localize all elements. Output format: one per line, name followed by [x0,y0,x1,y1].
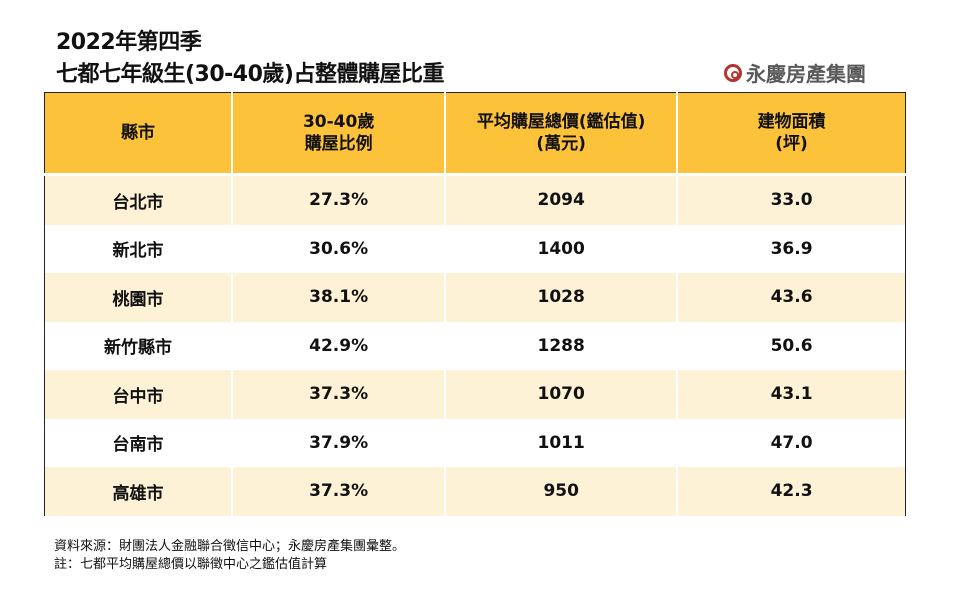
table-row: 台中市 37.3% 1070 43.1 [44,370,906,419]
table-cell: 47.0 [676,418,906,467]
table-cell: 新北市 [44,224,234,273]
table-cell: 37.3% [231,467,447,516]
logo-icon [724,63,742,82]
column-header: 30-40歲 購屋比例 [231,92,447,176]
column-header: 縣市 [44,92,234,176]
column-header-line2: 購屋比例 [304,134,373,154]
table-cell: 1288 [444,321,679,370]
table-cell: 27.3% [231,174,447,225]
column-header: 平均購屋總價(鑑估值) (萬元) [444,92,679,176]
table-cell: 30.6% [231,224,447,273]
table-cell: 新竹縣市 [44,321,234,370]
title-line-2: 七都七年級生(30-40歲)占整體購屋比重 [56,62,444,87]
footnote: 註：七都平均購屋總價以聯徵中心之鑑估值計算 [54,557,328,572]
table-row: 新北市 30.6% 1400 36.9 [44,224,906,273]
column-header-line2: (萬元) [536,134,586,154]
table-cell: 1400 [444,224,679,273]
column-header-line1: 建物面積 [757,112,826,132]
title-line-1: 2022年第四季 [56,30,202,55]
table-cell: 33.0 [676,174,906,225]
table-cell: 1028 [444,273,679,322]
column-header-line2: (坪) [775,134,808,154]
logo: 永慶房產集團 [724,58,866,87]
table-cell: 37.3% [231,370,447,419]
logo-text: 永慶房產集團 [746,62,866,86]
source-note: 資料來源：財團法人金融聯合徵信中心；永慶房產集團彙整。 [54,539,406,554]
column-header-line1: 30-40歲 [302,112,375,132]
table-row: 桃園市 38.1% 1028 43.6 [44,273,906,322]
table-row: 高雄市 37.3% 950 42.3 [44,467,906,516]
table-row: 台南市 37.9% 1011 47.0 [44,418,906,467]
table-cell: 高雄市 [44,467,234,516]
table-cell: 台北市 [44,174,234,225]
table-cell: 台中市 [44,370,234,419]
notes: 資料來源：財團法人金融聯合徵信中心；永慶房產集團彙整。 註：七都平均購屋總價以聯… [54,538,405,574]
table-cell: 37.9% [231,418,447,467]
table-row: 台北市 27.3% 2094 33.0 [44,174,906,225]
table-cell: 950 [444,467,679,516]
table-cell: 1070 [444,370,679,419]
table-cell: 42.3 [676,467,906,516]
table-cell: 36.9 [676,224,906,273]
table-cell: 42.9% [231,321,447,370]
table-cell: 38.1% [231,273,447,322]
column-header-line1: 平均購屋總價(鑑估值) [476,112,646,132]
table-cell: 1011 [444,418,679,467]
header-row: 縣市 30-40歲 購屋比例 平均購屋總價(鑑估值) (萬元) 建物面積 (坪) [44,92,906,176]
table-cell: 43.6 [676,273,906,322]
table-cell: 桃園市 [44,273,234,322]
column-header-line1: 縣市 [121,123,156,143]
data-table: 縣市 30-40歲 購屋比例 平均購屋總價(鑑估值) (萬元) 建物面積 (坪) 台北市 27… [44,92,906,516]
table-cell: 台南市 [44,418,234,467]
column-header: 建物面積 (坪) [676,92,906,176]
table-row: 新竹縣市 42.9% 1288 50.6 [44,321,906,370]
table-cell: 2094 [444,174,679,225]
table-cell: 50.6 [676,321,906,370]
table-cell: 43.1 [676,370,906,419]
